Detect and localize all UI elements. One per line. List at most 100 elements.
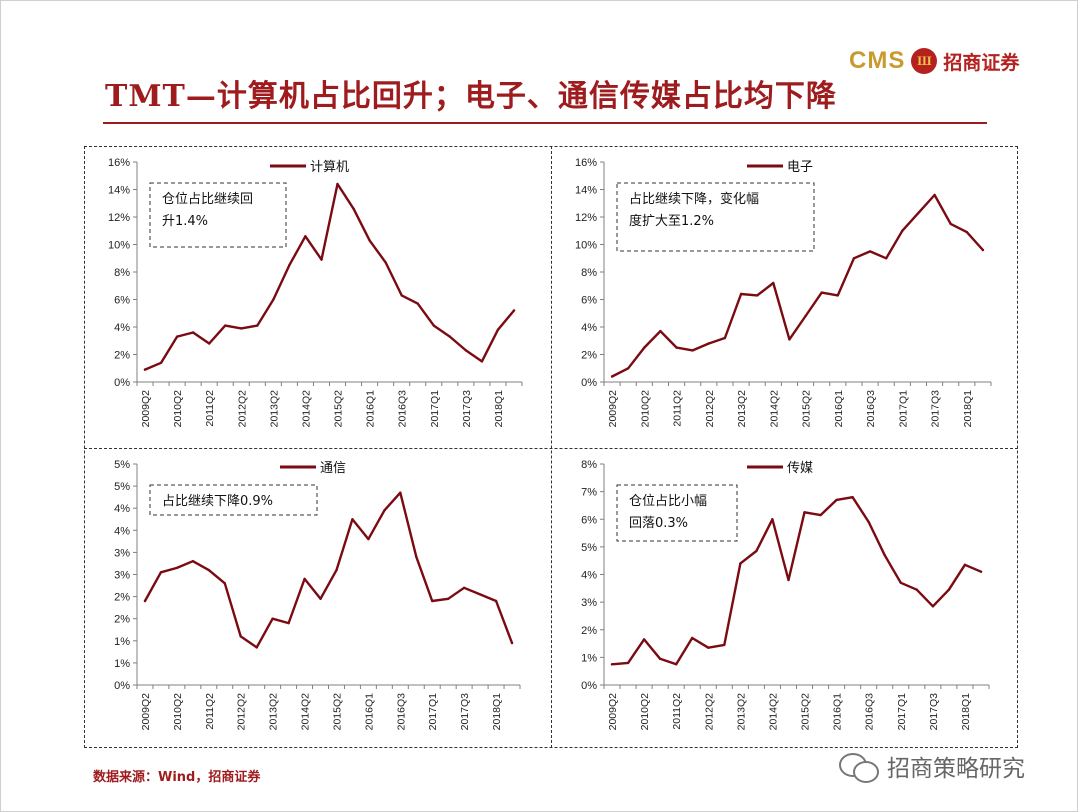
y-tick-label: 3%	[114, 570, 130, 582]
data-point	[320, 258, 323, 261]
data-point	[159, 361, 163, 364]
data-point	[272, 298, 275, 301]
logo-cms-text: CMS	[849, 47, 906, 74]
chart-telecom: 0% 1% 1% 2% 2% 3% 3% 4% 4% 5% 5% 2009Q2 2010Q2 2011Q2…	[114, 459, 521, 731]
x-tick-label: 2013Q2	[268, 390, 280, 428]
data-point	[691, 349, 694, 352]
data-point	[642, 638, 646, 641]
x-tick-label: 2016Q3	[864, 693, 876, 731]
y-tick-label: 4%	[114, 322, 130, 334]
y-tick-label: 10%	[575, 240, 597, 252]
x-tick-label: 2016Q3	[865, 390, 877, 428]
x-tick-label: 2009Q2	[140, 693, 152, 731]
chart-electronics: 0% 2% 4% 6% 8% 10% 12% 14% 16% 2009Q2 2010Q2 2011Q2…	[575, 157, 992, 428]
y-tick-label: 8%	[581, 267, 597, 279]
data-point	[143, 599, 147, 603]
series-line	[143, 491, 514, 649]
wechat-icon	[839, 751, 879, 783]
y-tick-label: 16%	[575, 157, 597, 169]
legend-label: 计算机	[310, 160, 349, 175]
data-point	[723, 643, 726, 647]
x-tick-label: 2016Q1	[363, 693, 375, 731]
data-point	[787, 578, 790, 582]
x-tick-label: 2009Q2	[607, 693, 619, 731]
data-point	[512, 309, 516, 312]
x-tick-label: 2014Q2	[767, 693, 779, 731]
data-point	[755, 549, 758, 553]
chart-computer: 0% 2% 4% 6% 8% 10% 12% 14% 16% 2009Q2 2010Q2 2011Q2…	[108, 157, 523, 428]
data-point	[979, 570, 983, 573]
brand-logo: CMS Ш 招商证券	[849, 45, 1019, 77]
x-tick-label: 2012Q2	[703, 693, 715, 731]
data-point	[191, 560, 195, 563]
data-point	[933, 193, 936, 197]
y-tick-label: 0%	[114, 680, 130, 692]
data-point	[883, 554, 886, 557]
x-tick-label: 2017Q1	[896, 693, 908, 731]
data-point	[368, 239, 371, 242]
data-point	[256, 324, 259, 327]
data-point	[788, 338, 791, 341]
data-point	[610, 375, 614, 378]
x-tick-label: 2012Q2	[236, 693, 248, 731]
data-point	[303, 577, 306, 581]
data-point	[351, 518, 354, 521]
x-tick-label: 2014Q2	[300, 693, 312, 731]
data-point	[175, 335, 179, 338]
y-tick-label: 4%	[581, 322, 597, 334]
logo-cn-text: 招商证券	[943, 51, 1020, 74]
x-tick-label: 2013Q2	[735, 693, 747, 731]
data-point	[949, 222, 952, 226]
x-tick-label: 2015Q2	[800, 693, 812, 731]
y-tick-label: 16%	[108, 157, 130, 169]
data-point	[675, 663, 678, 666]
y-tick-label: 12%	[108, 212, 130, 224]
watermark-text: 招商策略研究	[887, 756, 1025, 782]
x-tick-label: 2009Q2	[140, 390, 152, 428]
data-point	[963, 563, 967, 566]
y-tick-label: 4%	[114, 503, 130, 515]
data-point	[208, 342, 211, 345]
y-tick-label: 7%	[581, 487, 597, 499]
data-point	[352, 207, 355, 210]
annotation-text: 升1.4%	[162, 214, 208, 229]
data-point	[707, 342, 710, 345]
y-tick-label: 14%	[108, 185, 130, 197]
x-tick-label: 2010Q2	[639, 390, 651, 428]
data-point	[756, 294, 759, 297]
data-point	[885, 257, 888, 260]
logo-emblem-icon: Ш	[911, 48, 938, 74]
data-point	[383, 509, 386, 512]
x-tick-label: 2011Q2	[672, 390, 684, 427]
y-tick-label: 4%	[581, 570, 597, 582]
data-point	[400, 294, 403, 297]
data-point	[947, 588, 951, 591]
annotation-box	[149, 182, 287, 248]
x-tick-label: 2015Q2	[333, 390, 345, 428]
data-point	[415, 555, 418, 558]
x-tick-label: 2016Q1	[833, 390, 845, 428]
y-tick-label: 8%	[581, 459, 597, 471]
data-point	[868, 250, 872, 253]
x-tick-label: 2016Q3	[397, 390, 409, 428]
y-tick-label: 2%	[581, 625, 597, 637]
y-tick-label: 3%	[114, 547, 130, 559]
y-tick-label: 2%	[581, 350, 597, 362]
x-tick-label: 2011Q2	[204, 390, 216, 427]
data-point	[819, 513, 822, 517]
x-tick-label: 2017Q1	[897, 390, 909, 428]
y-tick-label: 1%	[581, 652, 597, 664]
data-point	[917, 211, 920, 215]
data-source-note: 数据来源：Wind，招商证券	[93, 770, 261, 785]
x-tick-label: 2014Q2	[768, 390, 780, 428]
data-point	[675, 346, 678, 349]
data-point	[772, 281, 775, 285]
x-tick-label: 2018Q1	[962, 390, 974, 428]
data-point	[836, 294, 839, 297]
data-point	[480, 360, 484, 363]
x-tick-label: 2009Q2	[607, 390, 619, 428]
y-tick-label: 14%	[575, 185, 597, 197]
annotation-text: 度扩大至1.2%	[629, 213, 714, 229]
data-point	[271, 617, 274, 620]
data-point	[384, 261, 387, 264]
